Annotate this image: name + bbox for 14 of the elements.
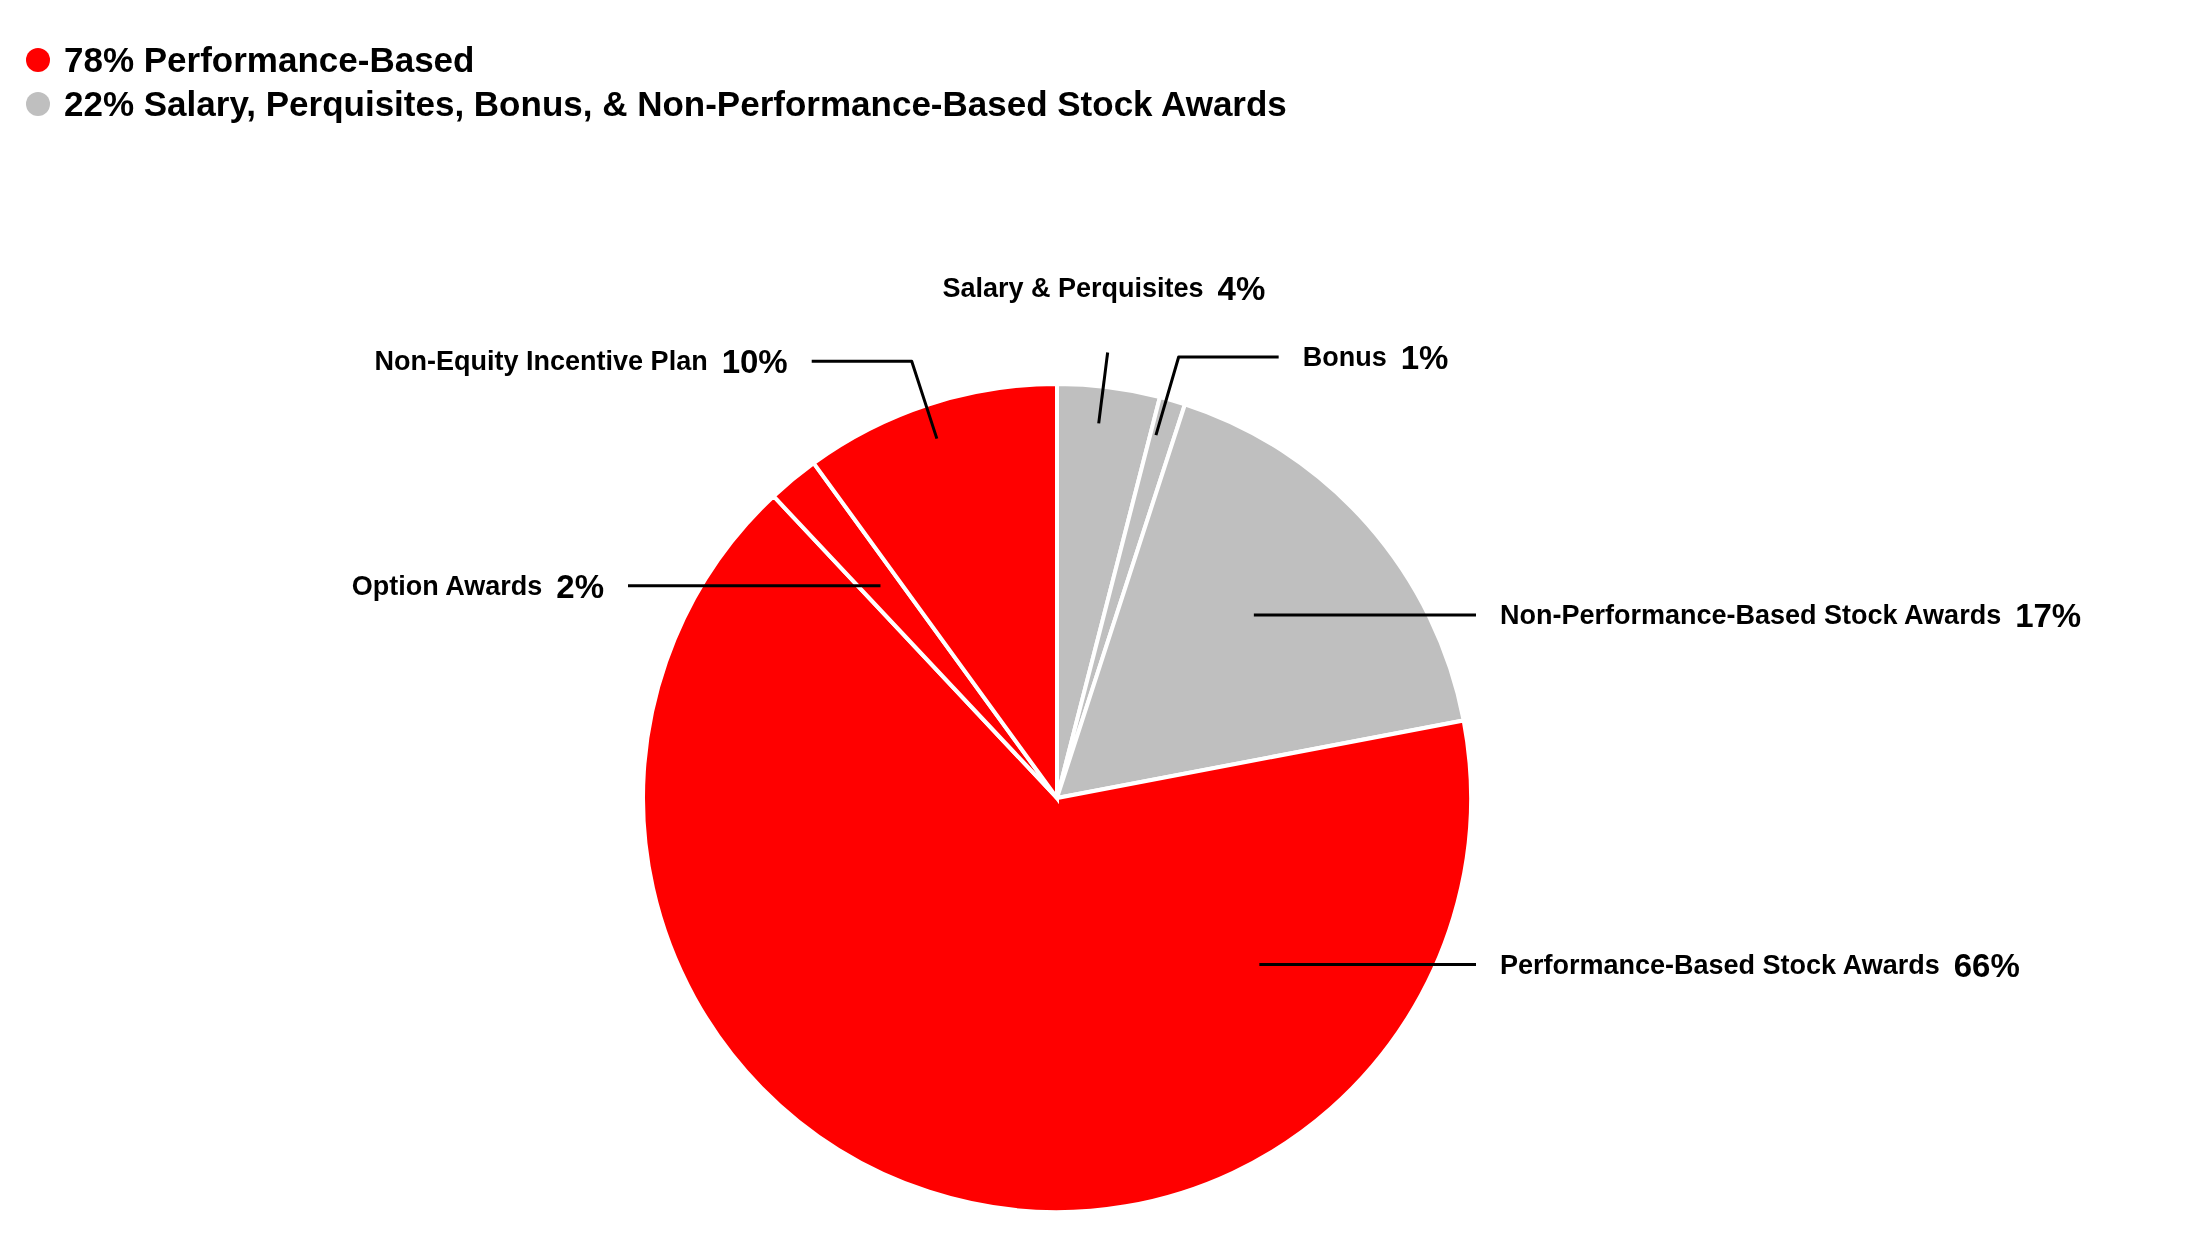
slice-label: Non-Performance-Based Stock Awards [1500, 600, 2002, 631]
text: 22% Salary, Perquisites, Bonus, & Non-Performance-Based Stock Awards [64, 84, 1287, 124]
data-label: 10% [721, 342, 788, 380]
slice-label: Option Awards [351, 570, 543, 601]
slice-label: Performance-Based Stock Awards [1500, 949, 1940, 980]
text: 78% Performance-Based [64, 40, 475, 80]
data-label: 17% [2015, 596, 2082, 634]
slice-label: Bonus [1302, 342, 1387, 373]
data-label: 66% [1953, 946, 2020, 984]
slice-label: Salary & Perquisites [942, 273, 1204, 304]
data-label: 2% [556, 567, 604, 605]
data-label: 4% [1217, 269, 1266, 307]
data-label: 1% [1400, 338, 1449, 376]
slice-label: Non-Equity Incentive Plan [374, 346, 708, 377]
